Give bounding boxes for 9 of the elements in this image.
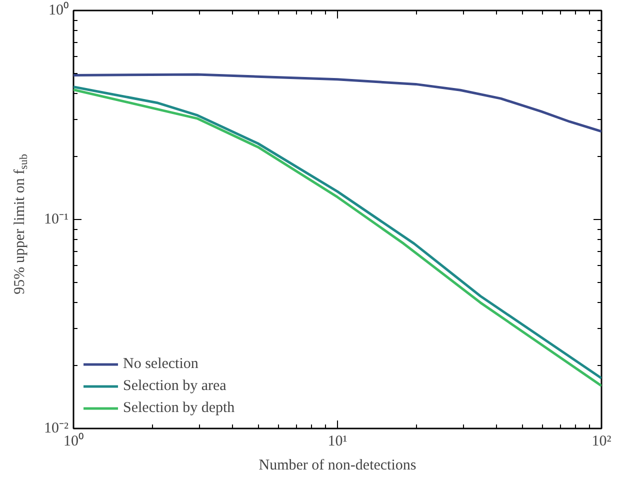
y-tick-label: 10⁰ <box>48 2 68 18</box>
legend-label: No selection <box>123 356 198 372</box>
y-axis-title: 95% upper limit on fsub <box>12 154 30 294</box>
x-tick-label: 10¹ <box>328 434 348 450</box>
legend-label: Selection by depth <box>123 400 235 416</box>
y-tick-label: 10⁻¹ <box>44 212 69 228</box>
x-tick-label: 10² <box>592 434 612 450</box>
legend-label: Selection by area <box>123 378 226 394</box>
x-axis-title: Number of non-detections <box>258 458 416 474</box>
